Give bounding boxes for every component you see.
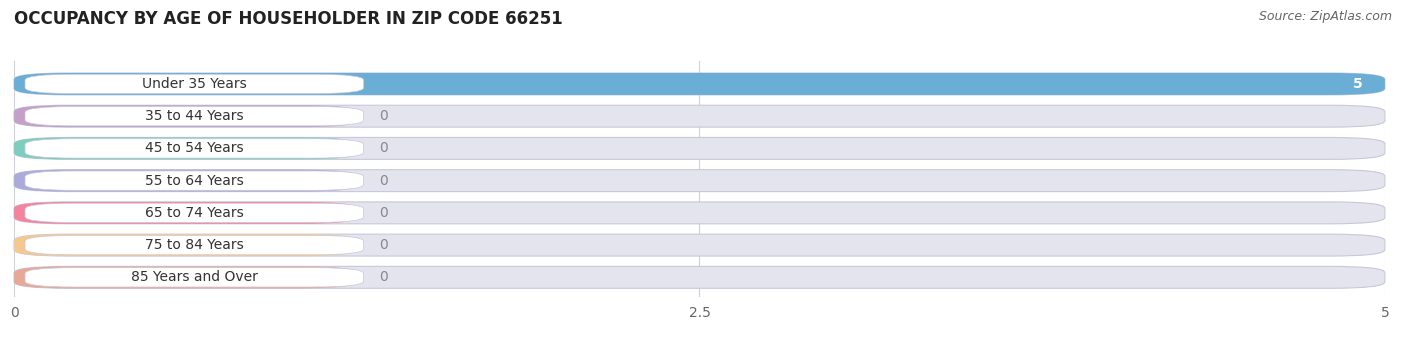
FancyBboxPatch shape — [14, 266, 1385, 288]
FancyBboxPatch shape — [14, 234, 357, 256]
FancyBboxPatch shape — [25, 74, 364, 94]
Text: 0: 0 — [378, 270, 388, 284]
Text: 75 to 84 Years: 75 to 84 Years — [145, 238, 243, 252]
FancyBboxPatch shape — [25, 106, 364, 126]
Text: 0: 0 — [378, 238, 388, 252]
FancyBboxPatch shape — [14, 202, 357, 224]
Text: 0: 0 — [378, 174, 388, 188]
FancyBboxPatch shape — [25, 203, 364, 223]
Text: 0: 0 — [378, 142, 388, 155]
Text: 55 to 64 Years: 55 to 64 Years — [145, 174, 243, 188]
FancyBboxPatch shape — [14, 137, 1385, 159]
Text: 0: 0 — [378, 109, 388, 123]
FancyBboxPatch shape — [25, 268, 364, 287]
Text: 35 to 44 Years: 35 to 44 Years — [145, 109, 243, 123]
FancyBboxPatch shape — [14, 202, 1385, 224]
Text: Under 35 Years: Under 35 Years — [142, 77, 246, 91]
FancyBboxPatch shape — [14, 105, 357, 127]
Text: 0: 0 — [378, 206, 388, 220]
Text: 5: 5 — [1353, 77, 1362, 91]
FancyBboxPatch shape — [14, 234, 1385, 256]
Text: 45 to 54 Years: 45 to 54 Years — [145, 142, 243, 155]
FancyBboxPatch shape — [14, 73, 1385, 95]
FancyBboxPatch shape — [14, 73, 1385, 95]
FancyBboxPatch shape — [14, 170, 1385, 192]
Text: OCCUPANCY BY AGE OF HOUSEHOLDER IN ZIP CODE 66251: OCCUPANCY BY AGE OF HOUSEHOLDER IN ZIP C… — [14, 10, 562, 28]
FancyBboxPatch shape — [14, 137, 357, 159]
FancyBboxPatch shape — [14, 170, 357, 192]
FancyBboxPatch shape — [14, 266, 357, 288]
FancyBboxPatch shape — [25, 235, 364, 255]
Text: 85 Years and Over: 85 Years and Over — [131, 270, 257, 284]
FancyBboxPatch shape — [25, 171, 364, 190]
FancyBboxPatch shape — [25, 139, 364, 158]
Text: 65 to 74 Years: 65 to 74 Years — [145, 206, 243, 220]
FancyBboxPatch shape — [14, 105, 1385, 127]
Text: Source: ZipAtlas.com: Source: ZipAtlas.com — [1258, 10, 1392, 23]
